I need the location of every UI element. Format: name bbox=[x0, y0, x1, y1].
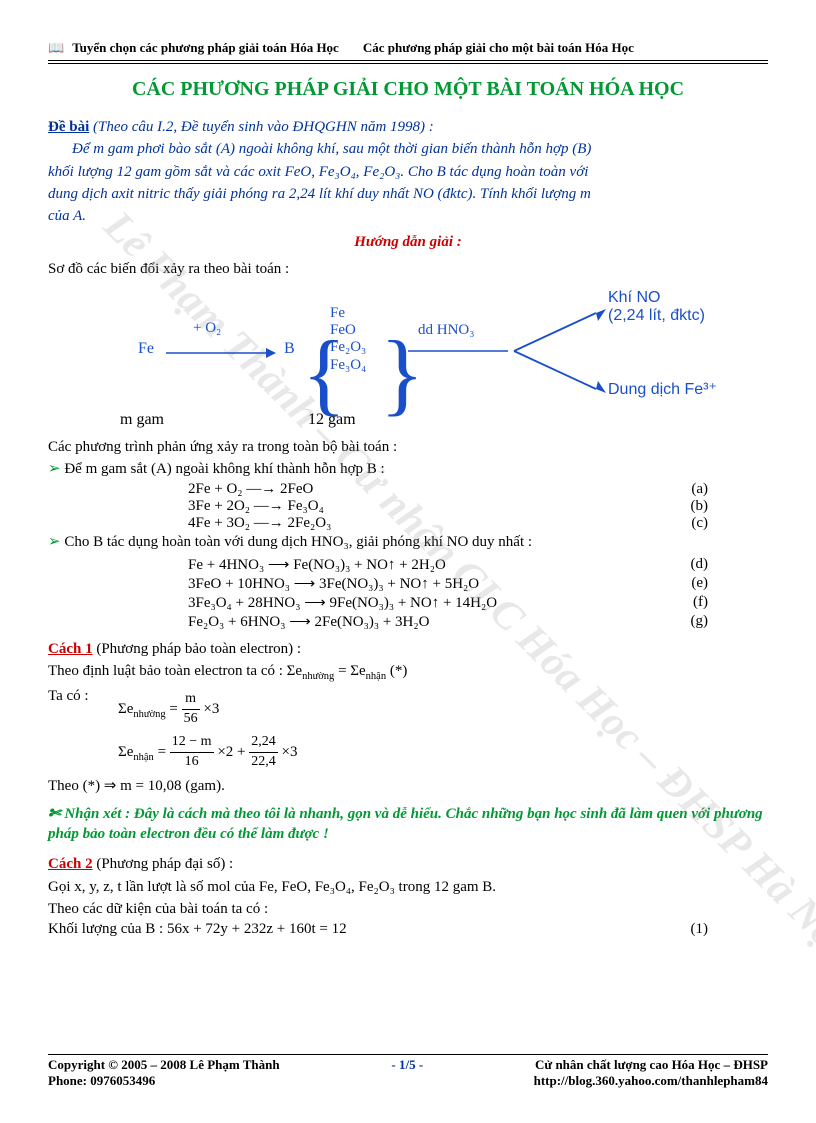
cach2-label: Cách 2 bbox=[48, 856, 93, 872]
debai-line4: của A. bbox=[48, 206, 768, 226]
huong-dan-giai: Hướng dẫn giải : bbox=[48, 232, 768, 252]
formula-e-nhuong: Σenhường = m56 ×3 bbox=[48, 690, 768, 729]
footer-page: - 1/5 - bbox=[391, 1057, 423, 1073]
header-rule bbox=[48, 60, 768, 61]
footer-right1: Cử nhân chất lượng cao Hóa Học – ĐHSP bbox=[535, 1057, 768, 1073]
diagram-plus-o2: + O₂ bbox=[193, 320, 221, 337]
arrow-icon bbox=[408, 345, 518, 357]
stack-item: FeO bbox=[330, 322, 366, 339]
footer-url: http://blog.360.yahoo.com/thanhlepham84 bbox=[534, 1073, 768, 1089]
cach2-eq: Khối lượng của B : 56x + 72y + 232z + 16… bbox=[48, 921, 768, 938]
mass-mid: 12 gam bbox=[308, 411, 356, 429]
diagram-B: B bbox=[284, 340, 295, 358]
out1-sub: (2,24 lít, đktc) bbox=[608, 307, 705, 325]
pt-sec1: Để m gam sắt (A) ngoài không khí thành h… bbox=[48, 459, 768, 479]
stack-item: Fe₂O₃ bbox=[330, 339, 366, 356]
equation-row: Fe₂O₃ + 6HNO₃ ⟶ 2Fe(NO₃)₃ + 3H₂O(g) bbox=[48, 612, 768, 631]
cach2-line1: Gọi x, y, z, t lần lượt là số mol của Fe… bbox=[48, 877, 768, 897]
diagram-fe: Fe bbox=[138, 340, 154, 358]
reaction-diagram: Fe + O₂ B { Fe FeO Fe₂O₃ Fe₃O₄ } dd HNO₃… bbox=[48, 285, 768, 435]
diagram-out1: Khí NO (2,24 lít, đktc) bbox=[608, 289, 705, 325]
cach2-desc: (Phương pháp đại số) : bbox=[96, 856, 233, 872]
pt-sec2: Cho B tác dụng hoàn toàn với dung dịch H… bbox=[48, 532, 768, 552]
debai-line1: Để m gam phơi bào sắt (A) ngoài không kh… bbox=[48, 139, 768, 159]
out1-text: Khí NO bbox=[608, 289, 705, 307]
stack-item: Fe₃O₄ bbox=[330, 357, 366, 374]
debai-line2: khối lượng 12 gam gồm sắt và các oxit Fe… bbox=[48, 162, 768, 182]
page-title: CÁC PHƯƠNG PHÁP GIẢI CHO MỘT BÀI TOÁN HÓ… bbox=[48, 78, 768, 101]
cach1-label: Cách 1 bbox=[48, 641, 93, 657]
arrow-icon bbox=[166, 347, 276, 359]
diagram-dd: dd HNO₃ bbox=[418, 322, 474, 339]
header-left: Tuyển chọn các phương pháp giải toán Hóa… bbox=[72, 40, 339, 56]
stack-item: Fe bbox=[330, 305, 366, 322]
cach1-result: Theo (*) ⇒ m = 10,08 (gam). bbox=[48, 776, 768, 796]
cach2-line2: Theo các dữ kiện của bài toán ta có : bbox=[48, 899, 768, 919]
sodo-intro: Sơ đồ các biến đổi xảy ra theo bài toán … bbox=[48, 259, 768, 279]
equation-row: 2Fe + O₂ —→ 2FeO(a) bbox=[48, 481, 768, 498]
diagram-stack: Fe FeO Fe₂O₃ Fe₃O₄ bbox=[330, 305, 366, 374]
equation-row: Fe + 4HNO₃ ⟶ Fe(NO₃)₃ + NO↑ + 2H₂O(d) bbox=[48, 555, 768, 574]
equation-row: 4Fe + 3O₂ —→ 2Fe₂O₃(c) bbox=[48, 515, 768, 532]
cach1-line1: Theo định luật bảo toàn electron ta có :… bbox=[48, 661, 768, 684]
notebook-icon: 📖 bbox=[48, 40, 64, 56]
diagram-out2: Dung dịch Fe³⁺ bbox=[608, 379, 717, 399]
debai-label: Đề bài bbox=[48, 119, 89, 135]
formula-e-nhan: Σenhận = 12 − m16 ×2 + 2,2422,4 ×3 bbox=[48, 733, 768, 772]
pt-intro: Các phương trình phản ứng xảy ra trong t… bbox=[48, 437, 768, 457]
page-footer: Copyright © 2005 – 2008 Lê Phạm Thành - … bbox=[48, 1054, 768, 1089]
branch-arrows-icon bbox=[514, 305, 614, 405]
debai-line3: dung dịch axit nitric thấy giải phóng ra… bbox=[48, 184, 768, 204]
equation-row: 3FeO + 10HNO₃ ⟶ 3Fe(NO₃)₃ + NO↑ + 5H₂O(e… bbox=[48, 574, 768, 593]
debai-source: (Theo câu I.2, Đề tuyển sinh vào ĐHQGHN … bbox=[93, 119, 434, 135]
equation-row: 3Fe₃O₄ + 28HNO₃ ⟶ 9Fe(NO₃)₃ + NO↑ + 14H₂… bbox=[48, 593, 768, 612]
header-rule-2 bbox=[48, 63, 768, 64]
nhan-xet: Nhận xét : Đây là cách mà theo tôi là nh… bbox=[48, 804, 768, 845]
footer-phone: Phone: 0976053496 bbox=[48, 1073, 155, 1089]
header-right: Các phương pháp giải cho một bài toán Hó… bbox=[363, 40, 634, 56]
mass-left: m gam bbox=[120, 411, 164, 429]
equation-row: 3Fe + 2O₂ —→ Fe₃O₄(b) bbox=[48, 498, 768, 515]
cach1-desc: (Phương pháp bảo toàn electron) : bbox=[96, 641, 301, 657]
footer-copyright: Copyright © 2005 – 2008 Lê Phạm Thành bbox=[48, 1057, 280, 1073]
page-header: 📖 Tuyển chọn các phương pháp giải toán H… bbox=[48, 40, 768, 56]
